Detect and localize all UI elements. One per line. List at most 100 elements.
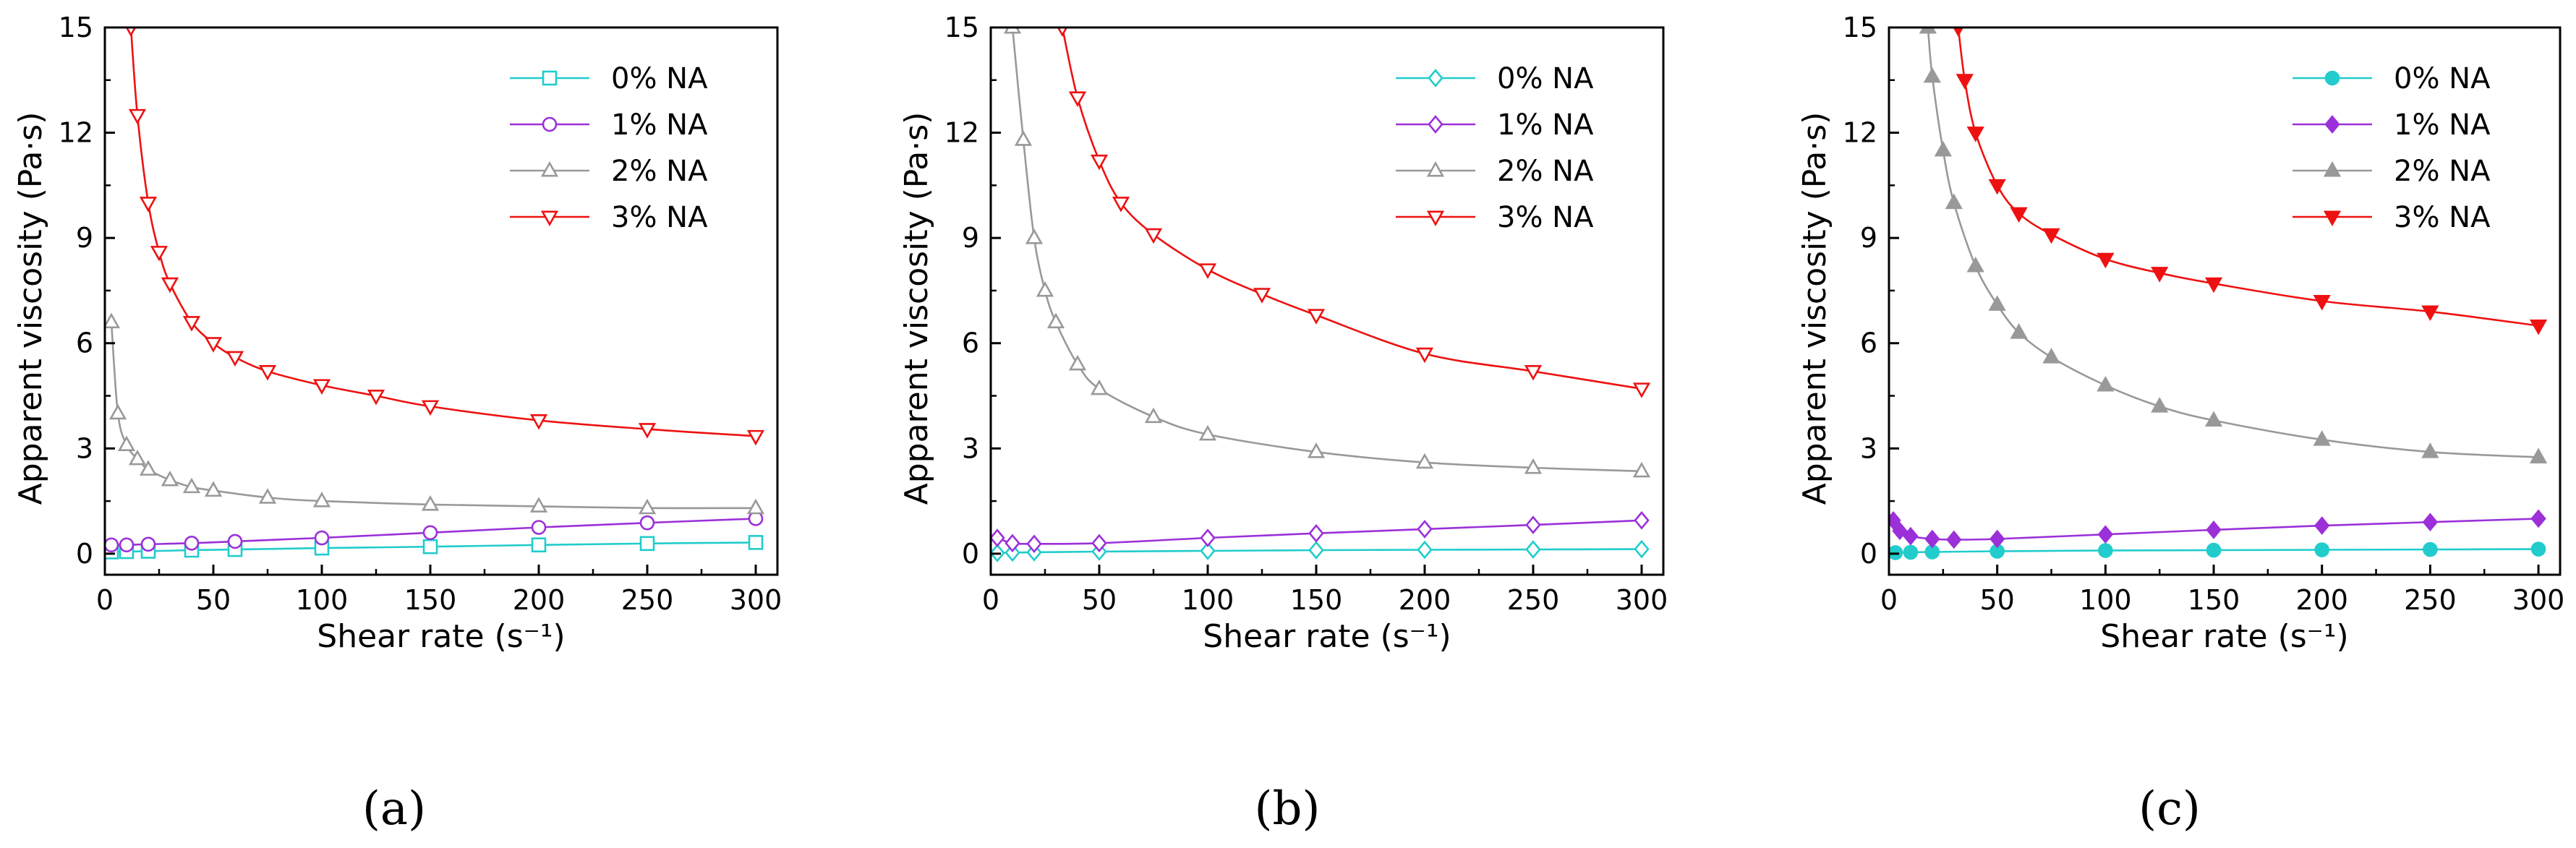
legend-marker bbox=[542, 70, 558, 86]
data-point bbox=[1046, 312, 1065, 329]
x-tick-label: 50 bbox=[1979, 584, 2014, 616]
data-point bbox=[204, 337, 223, 353]
data-point bbox=[1090, 379, 1109, 395]
series-2 bbox=[105, 511, 764, 553]
data-point bbox=[128, 449, 147, 466]
legend-marker bbox=[1426, 210, 1445, 226]
data-point bbox=[1144, 228, 1163, 244]
series-4 bbox=[1953, 27, 2548, 335]
data-point bbox=[1014, 130, 1033, 146]
data-point bbox=[1417, 520, 1433, 539]
data-point bbox=[182, 477, 201, 494]
y-tick-label: 9 bbox=[962, 222, 979, 254]
legend-marker bbox=[2324, 70, 2340, 86]
y-tick-label: 6 bbox=[76, 327, 93, 359]
x-tick-label: 150 bbox=[2188, 584, 2240, 616]
y-tick-label: 0 bbox=[76, 538, 93, 570]
data-point bbox=[748, 535, 764, 550]
data-point bbox=[1632, 382, 1651, 398]
data-point bbox=[161, 277, 179, 294]
x-tick-label: 250 bbox=[621, 584, 674, 616]
data-point bbox=[1307, 442, 1326, 458]
x-tick-label: 250 bbox=[1507, 584, 1560, 616]
series-4 bbox=[1057, 27, 1651, 398]
data-point bbox=[258, 488, 277, 504]
data-point bbox=[2151, 267, 2169, 283]
y-tick-label: 15 bbox=[944, 12, 979, 43]
data-point bbox=[2313, 430, 2331, 446]
data-point bbox=[119, 537, 135, 553]
data-point bbox=[531, 520, 547, 535]
data-point bbox=[204, 481, 223, 497]
data-point bbox=[1200, 541, 1216, 560]
y-tick-label: 9 bbox=[1860, 222, 1877, 254]
data-point bbox=[2204, 277, 2223, 294]
data-point bbox=[139, 460, 158, 476]
data-point bbox=[2529, 447, 2548, 463]
legend-marker bbox=[540, 161, 559, 177]
data-point bbox=[2314, 542, 2330, 557]
data-point bbox=[2097, 375, 2115, 392]
legend: 0% NA 1% NA 2% NA 3% NA bbox=[510, 62, 708, 234]
data-point bbox=[1525, 540, 1541, 559]
data-point bbox=[1923, 67, 1941, 83]
legend-label: 3% NA bbox=[611, 201, 708, 234]
y-tick-label: 3 bbox=[76, 432, 93, 464]
legend-label: 2% NA bbox=[1497, 155, 1594, 188]
data-point bbox=[746, 429, 765, 446]
data-point bbox=[1307, 309, 1326, 325]
data-point bbox=[108, 403, 127, 420]
x-tick-label: 150 bbox=[404, 584, 457, 616]
y-tick-label: 12 bbox=[59, 117, 93, 149]
legend-label: 1% NA bbox=[2394, 108, 2491, 142]
data-point bbox=[1003, 27, 1022, 34]
data-point bbox=[2313, 294, 2331, 311]
data-point bbox=[105, 537, 119, 553]
x-tick-label: 300 bbox=[1616, 584, 1668, 616]
data-point bbox=[1025, 228, 1044, 244]
data-point bbox=[1634, 539, 1650, 559]
y-tick-label: 12 bbox=[944, 117, 979, 149]
chart-panel-2: 0 50 100 150 200 250 300 0 3 6 9 12 15 Shear rate (s⁻… bbox=[898, 12, 1668, 836]
x-tick-label: 50 bbox=[196, 584, 231, 616]
data-point bbox=[1924, 529, 1940, 549]
series-line bbox=[1061, 27, 1642, 390]
data-point bbox=[140, 536, 156, 552]
data-point bbox=[1144, 407, 1163, 424]
data-point bbox=[1036, 280, 1054, 297]
data-point bbox=[2097, 252, 2115, 269]
y-tick-label: 15 bbox=[59, 12, 93, 43]
data-point bbox=[746, 498, 765, 515]
data-point bbox=[1415, 453, 1434, 469]
data-point bbox=[991, 528, 1005, 547]
y-axis-label: Apparent viscosity (Pa·s) bbox=[1796, 112, 1833, 505]
data-point bbox=[2529, 319, 2548, 335]
x-tick-label: 100 bbox=[296, 584, 349, 616]
data-point bbox=[1989, 529, 2005, 549]
data-point bbox=[1946, 530, 1962, 549]
legend-marker bbox=[2323, 210, 2342, 226]
data-point bbox=[1253, 288, 1271, 304]
data-point bbox=[105, 312, 121, 329]
data-point bbox=[2206, 542, 2222, 558]
data-point bbox=[1634, 510, 1650, 530]
data-point bbox=[422, 525, 438, 541]
legend-label: 0% NA bbox=[2394, 62, 2491, 95]
data-point bbox=[2098, 543, 2113, 558]
data-point bbox=[638, 423, 657, 439]
data-point bbox=[1308, 541, 1324, 560]
y-tick-label: 0 bbox=[1860, 538, 1877, 570]
data-point bbox=[1090, 154, 1109, 171]
data-point bbox=[1308, 523, 1324, 543]
x-axis-label: Shear rate (s⁻¹) bbox=[2100, 618, 2348, 655]
data-point bbox=[1934, 140, 1952, 157]
data-point bbox=[182, 316, 201, 332]
series-2 bbox=[1889, 509, 2546, 549]
legend-marker bbox=[1426, 161, 1445, 177]
data-point bbox=[1903, 526, 1919, 546]
panel-label: (c) bbox=[2138, 782, 2201, 836]
data-point bbox=[1200, 528, 1216, 547]
x-tick-label: 150 bbox=[1290, 584, 1343, 616]
data-point bbox=[2151, 397, 2169, 413]
